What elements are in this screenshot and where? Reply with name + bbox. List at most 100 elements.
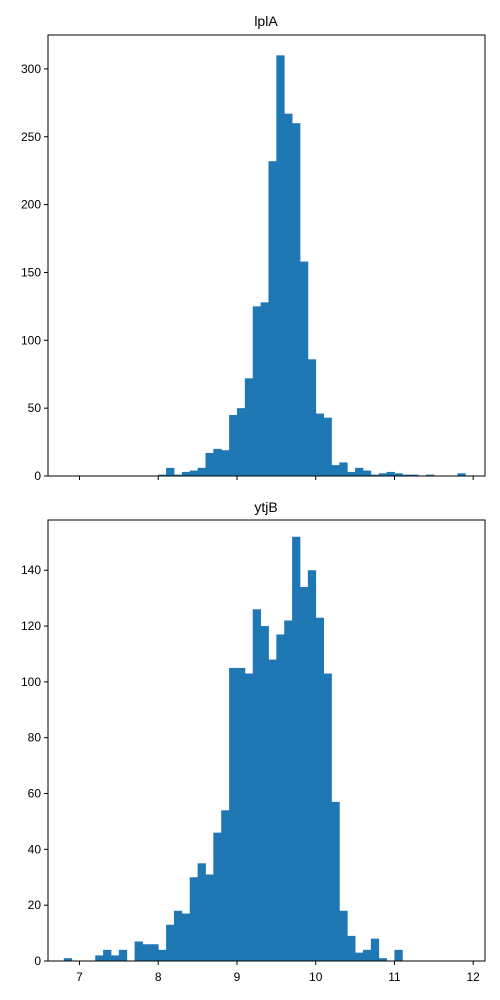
lpla-y-tick-label: 50 [28,401,42,415]
ytjb-bar [268,659,277,961]
ytjb-bar [189,877,199,961]
lpla-bar [347,471,356,476]
lpla-bar [236,408,246,476]
ytjb-y-tick-label: 120 [21,619,41,633]
ytjb-bar [118,949,128,961]
lpla-histogram-panel: lplA 0 50 100 150 200 250 300 [21,13,486,483]
lpla-bar [181,471,191,476]
ytjb-bar [331,801,340,961]
ytjb-bar [173,910,183,961]
ytjb-x-tick-label: 8 [155,970,162,984]
lpla-y-tick-label: 200 [21,198,41,212]
ytjb-bar [370,938,380,961]
ytjb-x-tick-label: 11 [388,970,401,984]
lpla-bar [292,123,301,476]
ytjb-y-tick-label: 80 [28,731,42,745]
ytjb-bar [95,955,104,961]
ytjb-bar [150,944,159,961]
ytjb-x-tick-label: 9 [234,970,241,984]
lpla-bar [276,55,285,476]
lpla-bar [213,448,222,476]
lpla-bar [323,417,332,476]
lpla-y-tick-label: 300 [21,62,41,76]
lpla-bar [331,465,340,476]
ytjb-bar [197,863,206,961]
lpla-y-tick-label: 0 [34,469,41,483]
lpla-bar [205,452,214,476]
lpla-bar [362,470,372,476]
ytjb-histogram-panel: ytjB 0 20 40 60 80 100 120 140 7 8 9 10 11 12 [21,499,486,984]
ytjb-bar [166,924,175,961]
lpla-bars [158,55,466,476]
lpla-bar [189,470,199,476]
lpla-bar [410,474,419,476]
ytjb-bar [355,952,364,961]
ytjb-bar [323,673,332,961]
ytjb-y-tick-label: 40 [28,842,42,856]
lpla-bar [166,467,175,476]
ytjb-bar [229,667,238,961]
ytjb-x-axis: 7 8 9 10 11 12 [76,961,480,984]
ytjb-y-tick-label: 20 [28,898,42,912]
lpla-y-tick-label: 100 [21,333,41,347]
ytjb-bar [347,935,356,961]
ytjb-bar [181,913,191,961]
ytjb-bar [252,609,261,961]
lpla-bar [260,302,269,476]
ytjb-bar [276,634,285,961]
ytjb-bar [299,586,309,961]
ytjb-bar [378,958,387,961]
lpla-y-tick-label: 250 [21,130,41,144]
lpla-bar [244,378,254,476]
ytjb-bar [221,810,230,961]
ytjb-bar [158,949,167,961]
ytjb-bar [307,570,317,961]
lpla-bar [370,474,380,476]
ytjb-x-tick-label: 12 [467,970,481,984]
lpla-bar [197,467,206,476]
ytjb-bar [315,617,324,961]
lpla-bar [386,471,395,476]
ytjb-x-tick-label: 7 [76,970,83,984]
lpla-bar [158,474,167,476]
lpla-bar [221,450,230,476]
lpla-y-axis: 0 50 100 150 200 250 300 [21,62,48,483]
ytjb-y-tick-label: 140 [21,563,41,577]
ytjb-bar [284,620,293,961]
lpla-bar [229,414,238,476]
ytjb-y-tick-label: 60 [28,787,42,801]
lpla-chart-title: lplA [254,13,278,29]
ytjb-bar [110,955,120,961]
ytjb-bar [205,874,214,961]
ytjb-bars [63,536,403,961]
ytjb-bar [260,626,269,961]
lpla-bar [378,473,387,476]
lpla-bar [284,113,293,476]
ytjb-y-axis: 0 20 40 60 80 100 120 140 [21,563,48,968]
lpla-bar [268,161,277,476]
lpla-bar [315,413,324,476]
ytjb-chart-title: ytjB [254,499,277,515]
ytjb-bar [103,949,112,961]
ytjb-bar [394,949,403,961]
lpla-bar [339,462,348,476]
ytjb-bar [236,667,246,961]
ytjb-bar [142,944,151,961]
lpla-bar [402,474,411,476]
ytjb-y-tick-label: 100 [21,675,41,689]
ytjb-x-tick-label: 10 [309,970,323,984]
lpla-bar [299,261,309,476]
ytjb-bar [244,673,254,961]
lpla-bar [425,474,435,476]
lpla-bar [252,306,261,476]
lpla-y-tick-label: 150 [21,265,41,279]
lpla-plot-frame [47,34,486,477]
ytjb-bar [362,949,372,961]
ytjb-plot-frame [47,519,486,962]
ytjb-y-tick-label: 0 [34,954,41,968]
ytjb-bar [63,958,73,961]
ytjb-bar [213,832,222,961]
lpla-x-axis [78,476,474,480]
lpla-bar [457,473,466,476]
